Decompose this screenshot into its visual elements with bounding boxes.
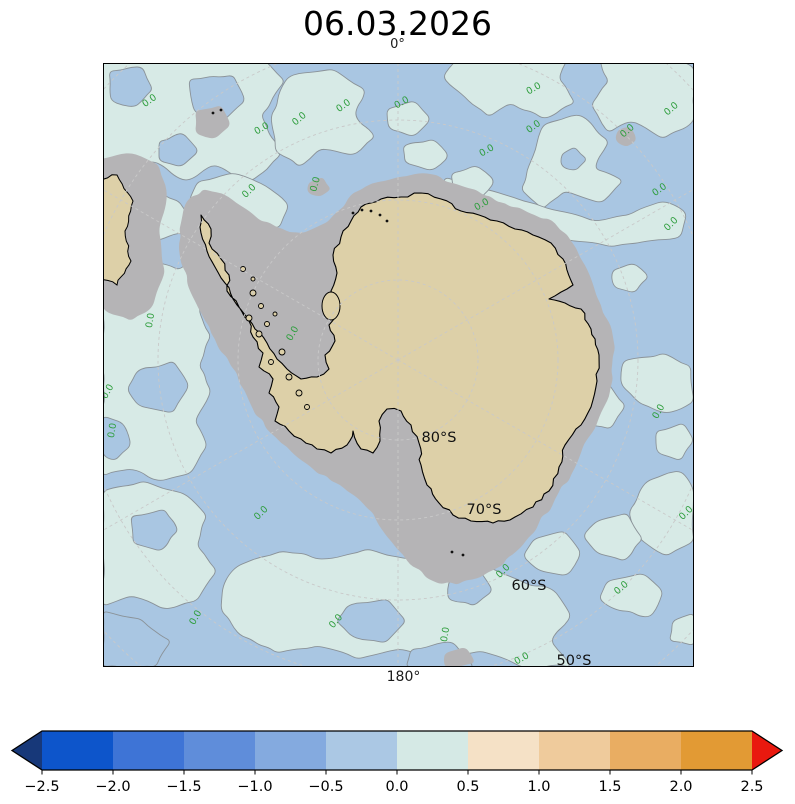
negative-anomaly-region	[188, 75, 245, 121]
colorbar-segment	[326, 731, 397, 770]
sea-ice-patch	[443, 648, 474, 667]
island	[245, 314, 253, 322]
colorbar-segment	[255, 731, 326, 770]
contour-label: 0.0	[106, 422, 119, 439]
graticule-meridian	[397, 359, 694, 532]
colorbar-segment	[681, 731, 752, 770]
latitude-label-80s: 80°S	[422, 430, 457, 446]
island	[258, 303, 264, 309]
graticule-meridian	[103, 189, 399, 361]
positive-anomaly-region	[629, 471, 694, 556]
contour-label: 0.0	[144, 312, 157, 329]
colorbar-tick-label: −1.5	[166, 779, 201, 795]
colorbar: −2.5 −2.0 −1.5 −1.0 −0.5 0.0 0.5 1.0 1.5 2.0 2.5	[10, 730, 784, 795]
colorbar-under-arrow	[12, 731, 42, 770]
island	[304, 404, 310, 410]
graticule-meridian	[103, 359, 399, 531]
islet-dot	[351, 211, 355, 215]
islet-dot	[369, 209, 373, 213]
colorbar-segment	[468, 731, 539, 770]
island-berkner	[321, 291, 341, 321]
island	[268, 359, 274, 365]
plot-title: 06.03.2026	[303, 4, 492, 43]
contour-label: 0.0	[308, 176, 323, 193]
positive-anomaly-region	[600, 573, 663, 618]
islet-dot	[219, 108, 223, 112]
meridian-label-top: 0°	[390, 37, 405, 52]
negative-anomaly-region	[158, 133, 198, 167]
colorbar-segment	[539, 731, 610, 770]
colorbar-segment	[610, 731, 681, 770]
latitude-label-50s: 50°S	[557, 653, 592, 667]
latitude-label-70s: 70°S	[467, 502, 502, 518]
colorbar-over-arrow	[752, 731, 782, 770]
island	[255, 330, 263, 338]
islet-dot	[378, 213, 382, 217]
colorbar-tick-label: 0.5	[456, 779, 479, 795]
positive-anomaly-region	[620, 353, 694, 413]
colorbar-tick-label: −1.0	[237, 779, 272, 795]
contour-label: 0.0	[439, 626, 452, 643]
antarctica-anomaly-map: 0.00.00.00.00.00.00.00.00.00.00.00.00.00…	[103, 63, 694, 667]
negative-anomaly-region	[109, 66, 152, 107]
islet-dot	[450, 550, 454, 554]
colorbar-segment	[42, 731, 113, 770]
map-frame	[103, 63, 694, 667]
sea-ice-patch	[195, 106, 230, 139]
islet-dot	[461, 553, 465, 557]
latitude-label-60s: 60°S	[512, 578, 547, 594]
negative-anomaly-region	[127, 361, 189, 413]
negative-anomaly-region	[130, 509, 178, 551]
colorbar-tick-label: 2.0	[669, 779, 692, 795]
islet-dot	[385, 219, 389, 223]
colorbar-tick-label: −2.5	[24, 779, 59, 795]
sea-ice-patch	[307, 177, 330, 197]
positive-anomaly-region	[592, 63, 694, 138]
islet-dot	[211, 111, 215, 115]
island	[264, 321, 270, 327]
positive-anomaly-region	[524, 531, 581, 576]
colorbar-segment	[184, 731, 255, 770]
positive-anomaly-region	[444, 63, 574, 119]
colorbar-tick-label: 0.0	[385, 779, 408, 795]
graticule-circle	[317, 279, 479, 441]
colorbar-tick-label: 1.0	[527, 779, 550, 795]
negative-anomaly-region	[103, 416, 131, 460]
island	[278, 348, 286, 356]
negative-anomaly-region	[337, 599, 405, 643]
antarctica-landmass	[199, 192, 600, 524]
positive-anomaly-region	[655, 423, 693, 460]
graticule-meridian	[397, 188, 694, 361]
colorbar-tick-label: −0.5	[308, 779, 343, 795]
negative-anomaly-region	[560, 147, 586, 171]
island	[285, 373, 293, 381]
island	[272, 311, 278, 317]
colorbar-tick-label: 1.5	[598, 779, 621, 795]
islet-dot	[360, 208, 364, 212]
meridian-label-bottom: 180°	[386, 669, 421, 685]
colorbar-tick-label: 2.5	[740, 779, 763, 795]
colorbar-segment	[397, 731, 468, 770]
graticule-circle	[237, 199, 559, 521]
positive-anomaly-region	[386, 101, 430, 136]
positive-anomaly-region	[403, 139, 448, 171]
positive-anomaly-region	[584, 513, 642, 561]
colorbar-segment	[113, 731, 184, 770]
colorbar-tick-label: −2.0	[95, 779, 130, 795]
island	[250, 276, 256, 282]
sea-ice-patch	[615, 127, 636, 147]
positive-anomaly-region	[270, 69, 374, 166]
island	[295, 389, 303, 397]
